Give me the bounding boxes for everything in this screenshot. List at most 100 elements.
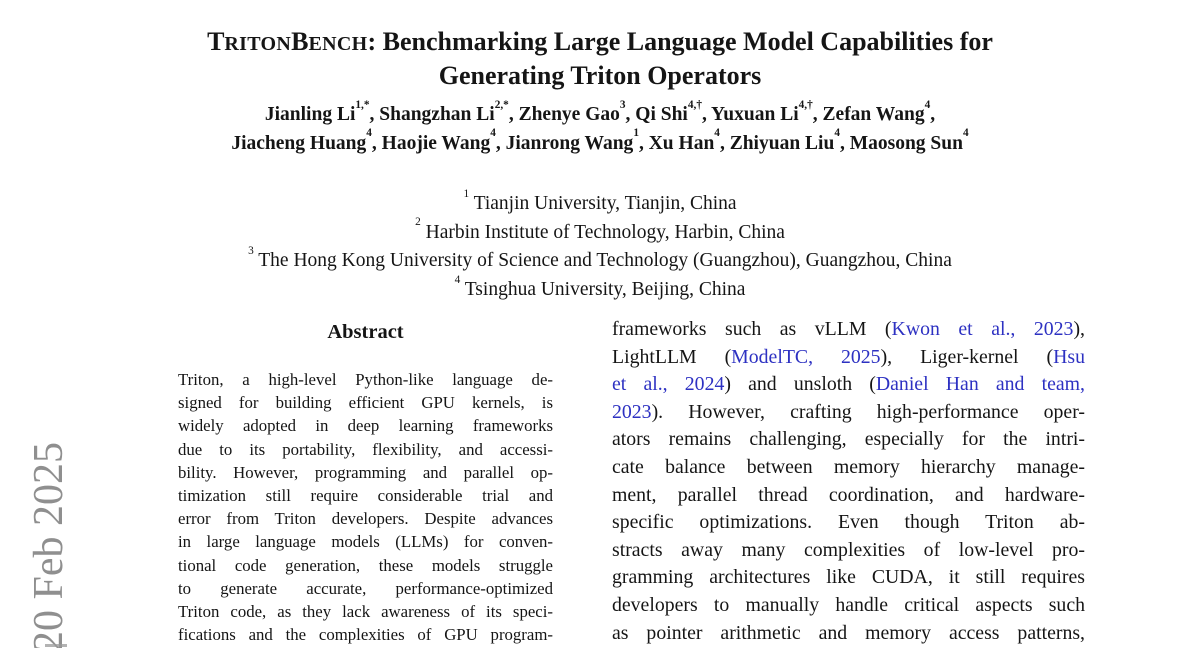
affiliation-superscript: 2 (415, 216, 421, 229)
affiliation-line: 3 The Hong Kong University of Science an… (0, 244, 1200, 276)
abstract-line: widely adopted in deep learning framewor… (178, 416, 553, 436)
wordmark-cap: T (207, 27, 225, 56)
author-superscript: 3 (619, 98, 626, 111)
body-text: ). However, crafting high-performance op… (651, 400, 1085, 423)
author-name: Zefan Wang (822, 104, 925, 125)
intro-line: et al., 2024) and unsloth (Daniel Han an… (612, 371, 1085, 399)
abstract-line: signed for building efficient GPU kernel… (178, 393, 553, 413)
body-text: as pointer arithmetic and memory access … (612, 621, 1085, 644)
abstract-heading: Abstract (327, 321, 404, 343)
affiliation-list: 1 Tianjin University, Tianjin, China 2 Ha… (0, 187, 1200, 305)
body-text: gramming architectures like CUDA, it sti… (612, 566, 1085, 589)
author-superscript: 4,† (798, 98, 813, 111)
author-superscript: 2,* (494, 98, 509, 111)
author-name: Zhiyuan Liu (729, 132, 835, 154)
author-superscript: 4 (490, 127, 496, 140)
intro-line: gramming architectures like CUDA, it sti… (612, 564, 1085, 592)
author-superscript: 4 (924, 98, 931, 111)
intro-line: 2023). However, crafting high-performanc… (612, 399, 1085, 427)
author-list: Jianling Li1,*, Shangzhan Li2,*, Zhenye … (0, 98, 1200, 158)
author-name: Jianrong Wang (505, 132, 634, 154)
author-name: Shangzhan Li (379, 104, 495, 125)
paper-title-line1: TRITONBENCH: Benchmarking Large Language… (0, 26, 1200, 60)
affiliation-text: The Hong Kong University of Science and … (253, 250, 952, 272)
arxiv-date-text: 20 Feb 2025 (26, 442, 72, 648)
author-name: Qi Shi (635, 104, 688, 125)
affiliation-text: Tianjin University, Tianjin, China (469, 193, 737, 214)
intro-line: specific optimizations. Even though Trit… (612, 509, 1085, 537)
intro-column-text: frameworks such as vLLM (Kwon et al., 20… (612, 316, 1085, 647)
paper-title: TRITONBENCH: Benchmarking Large Language… (0, 26, 1200, 91)
body-text: frameworks such as vLLM ( (612, 318, 892, 340)
abstract-line: in large language models (LLMs) for conv… (178, 532, 553, 552)
author-line-1: Jianling Li1,*, Shangzhan Li2,*, Zhenye … (264, 98, 936, 125)
wordmark-cap: B (291, 27, 309, 56)
intro-line: LightLLM (ModelTC, 2025), Liger-kernel (… (612, 344, 1085, 372)
body-text: ) and unsloth ( (724, 373, 876, 396)
arxiv-stamp-cut-fragment (45, 644, 67, 647)
citation-link[interactable]: Hsu (1053, 345, 1085, 368)
intro-line: developers to manually handle critical a… (612, 592, 1085, 620)
wordmark-smallcaps: ENCH (308, 33, 368, 55)
body-text: ment, parallel thread coordination, and … (612, 483, 1085, 506)
body-text: cate balance between memory hierarchy ma… (612, 455, 1085, 478)
citation-link[interactable]: Kwon et al., 2023 (891, 318, 1074, 340)
affiliation-line: 1 Tianjin University, Tianjin, China (0, 187, 1200, 219)
abstract-line: error from Triton developers. Despite ad… (178, 509, 553, 529)
wordmark-smallcaps: RITON (224, 33, 292, 55)
citation-link[interactable]: ModelTC, 2025 (731, 345, 881, 368)
author-name: Xu Han (648, 132, 715, 154)
intro-line: ators remains challenging, especially fo… (612, 426, 1085, 454)
abstract-line: due to its portability, flexibility, and… (178, 439, 553, 459)
affiliation-superscript: 3 (248, 244, 254, 257)
intro-line: stracts away many complexities of low-le… (612, 537, 1085, 565)
abstract-line: to generate accurate, performance-optimi… (178, 578, 553, 598)
tritonbench-wordmark: TRITONBENCH (207, 27, 367, 56)
paper-title-line1-rest: : Benchmarking Large Language Model Capa… (367, 27, 993, 56)
author-superscript: 4 (714, 127, 720, 140)
affiliation-text: Tsinghua University, Beijing, China (460, 278, 746, 300)
intro-line: cate balance between memory hierarchy ma… (612, 454, 1085, 482)
abstract-line: Triton code, as they lack awareness of i… (178, 601, 553, 621)
abstract-text: Triton, a high-level Python-like languag… (178, 368, 553, 646)
body-text: ), Liger-kernel ( (880, 345, 1054, 368)
abstract-line: Triton, a high-level Python-like languag… (178, 370, 553, 389)
abstract-line: tional code generation, these models str… (178, 555, 553, 575)
author-superscript: 4 (366, 127, 372, 140)
author-line-2: Jiacheng Huang4, Haojie Wang4, Jianrong … (231, 127, 969, 154)
body-text: stracts away many complexities of low-le… (612, 538, 1085, 561)
affiliation-superscript: 1 (463, 187, 470, 200)
body-text: ators remains challenging, especially fo… (612, 428, 1085, 451)
author-name: Yuxuan Li (711, 104, 799, 125)
author-name: Jianling Li (264, 104, 356, 125)
intro-line: as pointer arithmetic and memory access … (612, 620, 1085, 648)
body-text: ), (1073, 318, 1085, 340)
author-name: Zhenye Gao (518, 104, 620, 125)
intro-line: ment, parallel thread coordination, and … (612, 482, 1085, 510)
author-superscript: 4 (834, 127, 840, 140)
author-superscript: 4 (962, 127, 969, 140)
author-superscript: 1,* (355, 98, 370, 111)
abstract-line: fications and the complexities of GPU pr… (178, 625, 553, 645)
arxiv-date-stamp: 20 Feb 2025 (26, 442, 72, 648)
citation-link[interactable]: Daniel Han and team, (875, 373, 1085, 396)
author-name: Jiacheng Huang (231, 132, 367, 154)
paper-title-line2: Generating Triton Operators (438, 61, 762, 90)
author-superscript: 1 (633, 127, 639, 140)
body-text: specific optimizations. Even though Trit… (612, 511, 1085, 534)
citation-link[interactable]: et al., 2024 (612, 373, 725, 396)
affiliation-line: 2 Harbin Institute of Technology, Harbin… (0, 216, 1200, 248)
author-name: Maosong Sun (849, 132, 963, 154)
intro-line: frameworks such as vLLM (Kwon et al., 20… (612, 316, 1085, 344)
abstract-line: timization still require considerable tr… (178, 485, 553, 505)
body-text: developers to manually handle critical a… (612, 593, 1085, 616)
abstract-line: bility. However, programming and paralle… (178, 462, 553, 482)
affiliation-line: 4 Tsinghua University, Beijing, China (0, 273, 1200, 305)
body-text: LightLLM ( (612, 345, 732, 368)
author-superscript: 4,† (687, 98, 702, 111)
affiliation-text: Harbin Institute of Technology, Harbin, … (420, 221, 785, 243)
citation-link[interactable]: 2023 (612, 400, 652, 423)
author-name: Haojie Wang (381, 132, 491, 154)
affiliation-superscript: 4 (454, 273, 461, 286)
